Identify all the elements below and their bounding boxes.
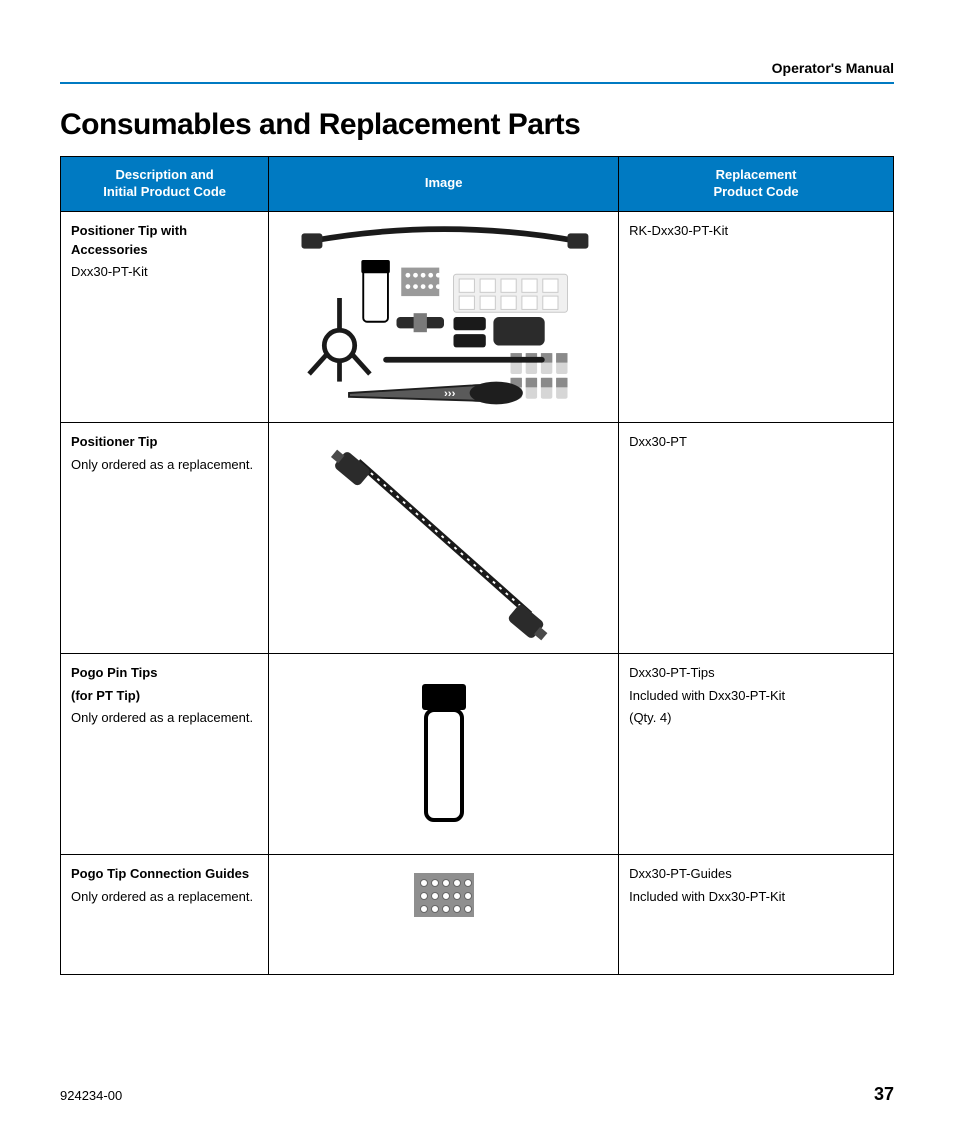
table-row: Positioner Tip with Accessories Dxx30-PT-… — [61, 211, 894, 422]
parts-table: Description and Initial Product Code Ima… — [60, 156, 894, 975]
table-row: Positioner Tip Only ordered as a replacem… — [61, 422, 894, 653]
cell-description: Pogo Tip Connection Guides Only ordered a… — [61, 854, 269, 974]
cell-replacement-code: Dxx30-PT-Tips Included with Dxx30-PT-Kit (… — [619, 653, 894, 854]
desc-note: Only ordered as a replacement. — [71, 456, 258, 475]
vial-illustration — [384, 664, 504, 844]
grid-illustration — [404, 865, 484, 925]
document-number: 924234-00 — [60, 1088, 122, 1103]
code-line: Included with Dxx30-PT-Kit — [629, 687, 883, 706]
header-rule — [60, 82, 894, 84]
code-line: Included with Dxx30-PT-Kit — [629, 888, 883, 907]
desc-note: Only ordered as a replacement. — [71, 709, 258, 728]
cell-replacement-code: Dxx30-PT — [619, 422, 894, 653]
cell-description: Pogo Pin Tips (for PT Tip) Only ordered as… — [61, 653, 269, 854]
table-row: Pogo Pin Tips (for PT Tip) Only ordered as… — [61, 653, 894, 854]
page-footer: 924234-00 37 — [60, 1084, 894, 1105]
cell-description: Positioner Tip Only ordered as a replacem… — [61, 422, 269, 653]
desc-title: Positioner Tip with Accessories — [71, 222, 258, 260]
section-title: Consumables and Replacement Parts — [60, 108, 894, 142]
kit-illustration: ››› — [284, 222, 604, 412]
code-line: Dxx30-PT-Guides — [629, 865, 883, 884]
table-row: Pogo Tip Connection Guides Only ordered a… — [61, 854, 894, 974]
header-label: Operator's Manual — [60, 60, 894, 82]
cell-replacement-code: RK-Dxx30-PT-Kit — [619, 211, 894, 422]
col-header-image: Image — [269, 157, 619, 212]
cable-illustration — [314, 433, 574, 643]
col-header-description: Description and Initial Product Code — [61, 157, 269, 212]
desc-title: Pogo Tip Connection Guides — [71, 865, 258, 884]
desc-note: Only ordered as a replacement. — [71, 888, 258, 907]
svg-text:›››: ››› — [444, 388, 456, 400]
code-line: RK-Dxx30-PT-Kit — [629, 222, 883, 241]
cell-description: Positioner Tip with Accessories Dxx30-PT-… — [61, 211, 269, 422]
desc-subtitle: (for PT Tip) — [71, 687, 258, 706]
cell-replacement-code: Dxx30-PT-Guides Included with Dxx30-PT-Ki… — [619, 854, 894, 974]
cell-image: ››› — [269, 211, 619, 422]
code-line: Dxx30-PT — [629, 433, 883, 452]
col-header-code: Replacement Product Code — [619, 157, 894, 212]
cell-image — [269, 653, 619, 854]
desc-title: Pogo Pin Tips — [71, 664, 258, 683]
cell-image — [269, 854, 619, 974]
desc-initial-code: Dxx30-PT-Kit — [71, 263, 258, 282]
page-number: 37 — [874, 1084, 894, 1105]
cell-image — [269, 422, 619, 653]
table-header-row: Description and Initial Product Code Ima… — [61, 157, 894, 212]
code-line: Dxx30-PT-Tips — [629, 664, 883, 683]
desc-title: Positioner Tip — [71, 433, 258, 452]
code-line: (Qty. 4) — [629, 709, 883, 728]
